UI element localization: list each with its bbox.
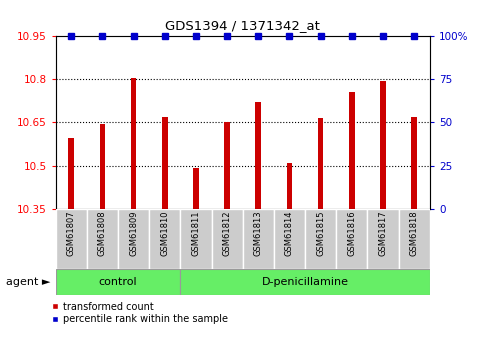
- Bar: [305, 209, 336, 269]
- Text: GSM61816: GSM61816: [347, 210, 356, 256]
- Text: GSM61807: GSM61807: [67, 210, 76, 256]
- Text: GSM61814: GSM61814: [285, 210, 294, 256]
- Legend: transformed count, percentile rank within the sample: transformed count, percentile rank withi…: [51, 302, 228, 325]
- Bar: [274, 209, 305, 269]
- Bar: [256, 102, 261, 209]
- Bar: [368, 209, 398, 269]
- Text: D-penicillamine: D-penicillamine: [262, 277, 349, 287]
- Bar: [162, 117, 168, 209]
- Bar: [193, 168, 199, 209]
- Bar: [149, 209, 180, 269]
- Text: GSM61815: GSM61815: [316, 210, 325, 256]
- Bar: [380, 81, 386, 209]
- Bar: [242, 209, 274, 269]
- Text: GSM61818: GSM61818: [410, 210, 419, 256]
- Text: GSM61809: GSM61809: [129, 210, 138, 256]
- Bar: [412, 117, 417, 209]
- Bar: [56, 269, 180, 295]
- Bar: [68, 138, 74, 209]
- Bar: [224, 122, 230, 209]
- Bar: [318, 118, 324, 209]
- Text: GSM61817: GSM61817: [379, 210, 387, 256]
- Bar: [118, 209, 149, 269]
- Text: GSM61813: GSM61813: [254, 210, 263, 256]
- Bar: [336, 209, 368, 269]
- Title: GDS1394 / 1371342_at: GDS1394 / 1371342_at: [165, 19, 320, 32]
- Bar: [87, 209, 118, 269]
- Text: GSM61810: GSM61810: [160, 210, 169, 256]
- Bar: [180, 209, 212, 269]
- Bar: [131, 78, 136, 209]
- Text: GSM61811: GSM61811: [191, 210, 200, 256]
- Bar: [56, 209, 87, 269]
- Text: GSM61812: GSM61812: [223, 210, 232, 256]
- Bar: [180, 269, 430, 295]
- Text: GSM61808: GSM61808: [98, 210, 107, 256]
- Bar: [99, 124, 105, 209]
- Bar: [349, 92, 355, 209]
- Bar: [287, 163, 292, 209]
- Text: control: control: [99, 277, 137, 287]
- Bar: [212, 209, 242, 269]
- Text: agent ►: agent ►: [6, 277, 51, 287]
- Bar: [398, 209, 430, 269]
